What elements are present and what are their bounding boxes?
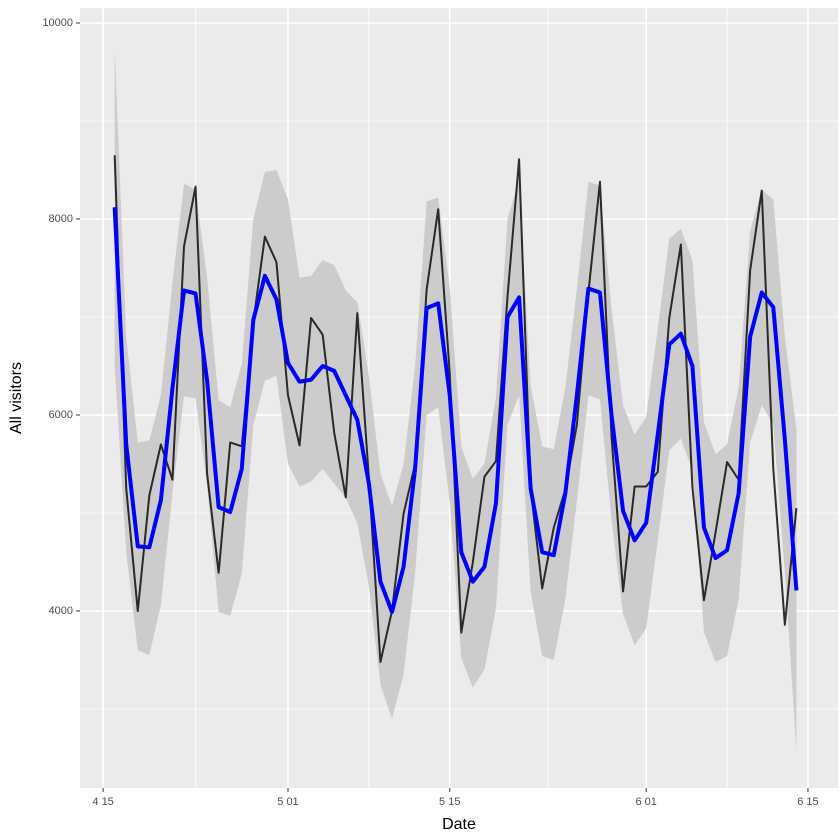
confidence-band <box>114 47 797 751</box>
series-line <box>113 155 798 663</box>
series-line <box>112 207 799 614</box>
y-tick-label: 10000 <box>42 17 73 29</box>
y-tick-label: 6000 <box>49 409 73 421</box>
y-tick-label: 8000 <box>49 213 73 225</box>
y-axis-title: All visitors <box>8 362 25 434</box>
x-tick-label: 5 15 <box>439 796 460 808</box>
x-axis-title: Date <box>442 816 476 833</box>
x-tick-label: 5 01 <box>277 796 298 808</box>
x-tick-label: 4 15 <box>92 796 113 808</box>
x-tick-label: 6 01 <box>635 796 656 808</box>
x-tick-label: 6 15 <box>797 796 818 808</box>
y-tick-label: 4000 <box>49 605 73 617</box>
